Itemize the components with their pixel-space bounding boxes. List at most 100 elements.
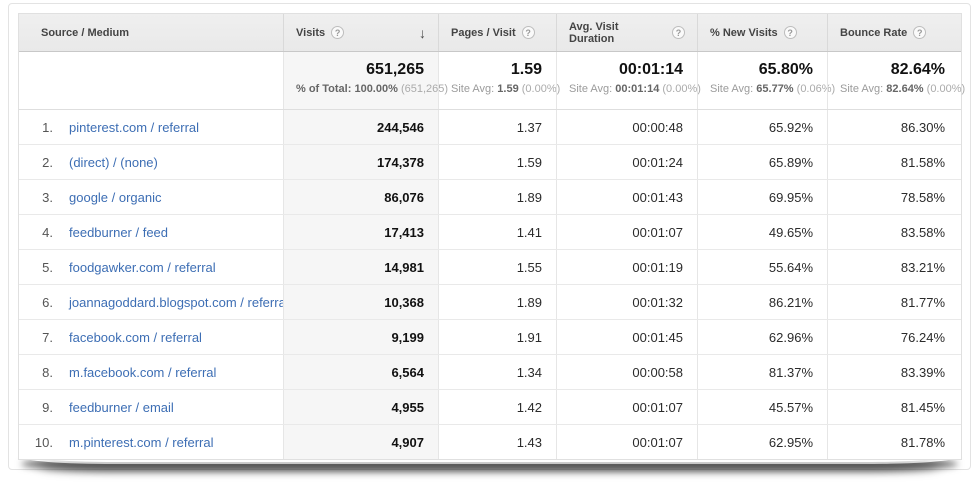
bounce-rate-cell: 83.58% xyxy=(827,215,959,249)
table-row: 8. m.facebook.com / referral 6,564 1.34 0… xyxy=(19,354,961,389)
summary-visits-subtext: % of Total: 100.00% (651,265) xyxy=(296,83,449,95)
column-header-visits[interactable]: Visits ? ↓ xyxy=(283,14,438,51)
source-medium-link[interactable]: foodgawker.com / referral xyxy=(69,259,216,275)
avg-visit-duration-cell: 00:01:45 xyxy=(556,320,697,354)
pages-per-visit-cell: 1.55 xyxy=(438,250,556,284)
column-header-label: Bounce Rate xyxy=(840,26,908,39)
table-row: 2. (direct) / (none) 174,378 1.59 00:01:2… xyxy=(19,144,961,179)
summary-visits: 651,265 % of Total: 100.00% (651,265) xyxy=(283,52,449,109)
avg-visit-duration-cell: 00:01:24 xyxy=(556,145,697,179)
visits-cell: 86,076 xyxy=(283,180,438,214)
source-medium-link[interactable]: facebook.com / referral xyxy=(69,329,202,345)
pages-per-visit-cell: 1.89 xyxy=(438,285,556,319)
new-visits-cell: 62.95% xyxy=(697,425,827,459)
new-visits-cell: 81.37% xyxy=(697,355,827,389)
sort-descending-icon[interactable]: ↓ xyxy=(419,24,426,41)
bounce-rate-cell: 81.58% xyxy=(827,145,959,179)
avg-visit-duration-cell: 00:01:32 xyxy=(556,285,697,319)
help-icon[interactable]: ? xyxy=(783,26,797,39)
table-row: 4. feedburner / feed 17,413 1.41 00:01:07… xyxy=(19,214,961,249)
analytics-table-card: Source / Medium Visits ? ↓ Pages / Visit… xyxy=(8,3,971,470)
visits-cell: 174,378 xyxy=(283,145,438,179)
visits-cell: 17,413 xyxy=(283,215,438,249)
column-header-label: Source / Medium xyxy=(41,26,130,39)
table-body: 1. pinterest.com / referral 244,546 1.37 … xyxy=(19,110,961,459)
avg-visit-duration-cell: 00:01:19 xyxy=(556,250,697,284)
row-index: 3. xyxy=(42,189,53,205)
column-header-label: % New Visits xyxy=(710,26,778,39)
column-header-pages-per-visit[interactable]: Pages / Visit ? xyxy=(438,14,556,51)
row-index: 6. xyxy=(42,294,53,310)
summary-subtext: Site Avg: 1.59 (0.00%) xyxy=(451,83,561,95)
bounce-rate-cell: 83.39% xyxy=(827,355,959,389)
source-medium-link[interactable]: m.pinterest.com / referral xyxy=(69,434,214,450)
column-header-avg-visit-duration[interactable]: Avg. Visit Duration ? xyxy=(556,14,697,51)
source-medium-link[interactable]: pinterest.com / referral xyxy=(69,119,200,135)
source-medium-link[interactable]: google / organic xyxy=(69,189,162,205)
avg-visit-duration-cell: 00:01:07 xyxy=(556,425,697,459)
row-index: 2. xyxy=(42,154,53,170)
row-index: 9. xyxy=(42,399,53,415)
pages-per-visit-cell: 1.43 xyxy=(438,425,556,459)
bounce-rate-cell: 81.78% xyxy=(827,425,959,459)
table-row: 9. feedburner / email 4,955 1.42 00:01:07… xyxy=(19,389,961,424)
avg-visit-duration-cell: 00:00:58 xyxy=(556,355,697,389)
bounce-rate-cell: 86.30% xyxy=(827,110,959,144)
row-index: 1. xyxy=(42,119,53,135)
table-row: 1. pinterest.com / referral 244,546 1.37 … xyxy=(19,110,961,144)
new-visits-cell: 45.57% xyxy=(697,390,827,424)
summary-empty-cell xyxy=(19,52,283,109)
avg-visit-duration-cell: 00:00:48 xyxy=(556,110,697,144)
summary-row: 651,265 % of Total: 100.00% (651,265) 1.… xyxy=(19,52,966,110)
new-visits-cell: 62.96% xyxy=(697,320,827,354)
help-icon[interactable]: ? xyxy=(672,26,685,39)
row-index: 4. xyxy=(42,224,53,240)
row-index: 7. xyxy=(42,329,53,345)
help-icon[interactable]: ? xyxy=(521,26,535,39)
summary-subtext: Site Avg: 82.64% (0.00%) xyxy=(840,83,966,95)
pages-per-visit-cell: 1.34 xyxy=(438,355,556,389)
bounce-rate-cell: 83.21% xyxy=(827,250,959,284)
source-medium-link[interactable]: (direct) / (none) xyxy=(69,154,158,170)
pages-per-visit-cell: 1.41 xyxy=(438,215,556,249)
row-index: 8. xyxy=(42,364,53,380)
visits-cell: 9,199 xyxy=(283,320,438,354)
column-header-bounce-rate[interactable]: Bounce Rate ? xyxy=(827,14,959,51)
help-icon[interactable]: ? xyxy=(331,26,345,39)
column-header-new-visits[interactable]: % New Visits ? xyxy=(697,14,827,51)
table-header-row: Source / Medium Visits ? ↓ Pages / Visit… xyxy=(19,14,961,52)
table-row: 3. google / organic 86,076 1.89 00:01:43 … xyxy=(19,179,961,214)
pages-per-visit-cell: 1.42 xyxy=(438,390,556,424)
new-visits-cell: 69.95% xyxy=(697,180,827,214)
avg-visit-duration-cell: 00:01:07 xyxy=(556,215,697,249)
column-header-label: Pages / Visit xyxy=(451,26,516,39)
avg-visit-duration-cell: 00:01:07 xyxy=(556,390,697,424)
bounce-rate-cell: 81.45% xyxy=(827,390,959,424)
pages-per-visit-cell: 1.91 xyxy=(438,320,556,354)
new-visits-cell: 55.64% xyxy=(697,250,827,284)
row-index: 10. xyxy=(34,434,53,450)
summary-value: 65.80% xyxy=(758,61,813,78)
table-row: 6. joannagoddard.blogspot.com / referral … xyxy=(19,284,961,319)
visits-cell: 4,907 xyxy=(283,425,438,459)
new-visits-cell: 65.92% xyxy=(697,110,827,144)
source-medium-link[interactable]: m.facebook.com / referral xyxy=(69,364,217,380)
source-medium-link[interactable]: joannagoddard.blogspot.com / referral xyxy=(69,294,289,310)
source-medium-link[interactable]: feedburner / email xyxy=(69,399,174,415)
new-visits-cell: 65.89% xyxy=(697,145,827,179)
visits-cell: 10,368 xyxy=(283,285,438,319)
summary-value: 00:01:14 xyxy=(618,61,683,78)
visits-cell: 14,981 xyxy=(283,250,438,284)
source-medium-link[interactable]: feedburner / feed xyxy=(69,224,169,240)
summary-visits-value: 651,265 xyxy=(366,61,424,78)
table-row: 7. facebook.com / referral 9,199 1.91 00:… xyxy=(19,319,961,354)
column-header-label: Visits xyxy=(296,26,326,39)
table-row: 10. m.pinterest.com / referral 4,907 1.43… xyxy=(19,424,961,459)
new-visits-cell: 49.65% xyxy=(697,215,827,249)
visits-cell: 4,955 xyxy=(283,390,438,424)
summary-subtext: Site Avg: 00:01:14 (0.00%) xyxy=(569,83,701,95)
column-header-label: Avg. Visit Duration xyxy=(569,20,619,45)
help-icon[interactable]: ? xyxy=(913,26,927,39)
column-header-source-medium[interactable]: Source / Medium xyxy=(19,14,283,51)
summary-value: 1.59 xyxy=(510,61,542,78)
